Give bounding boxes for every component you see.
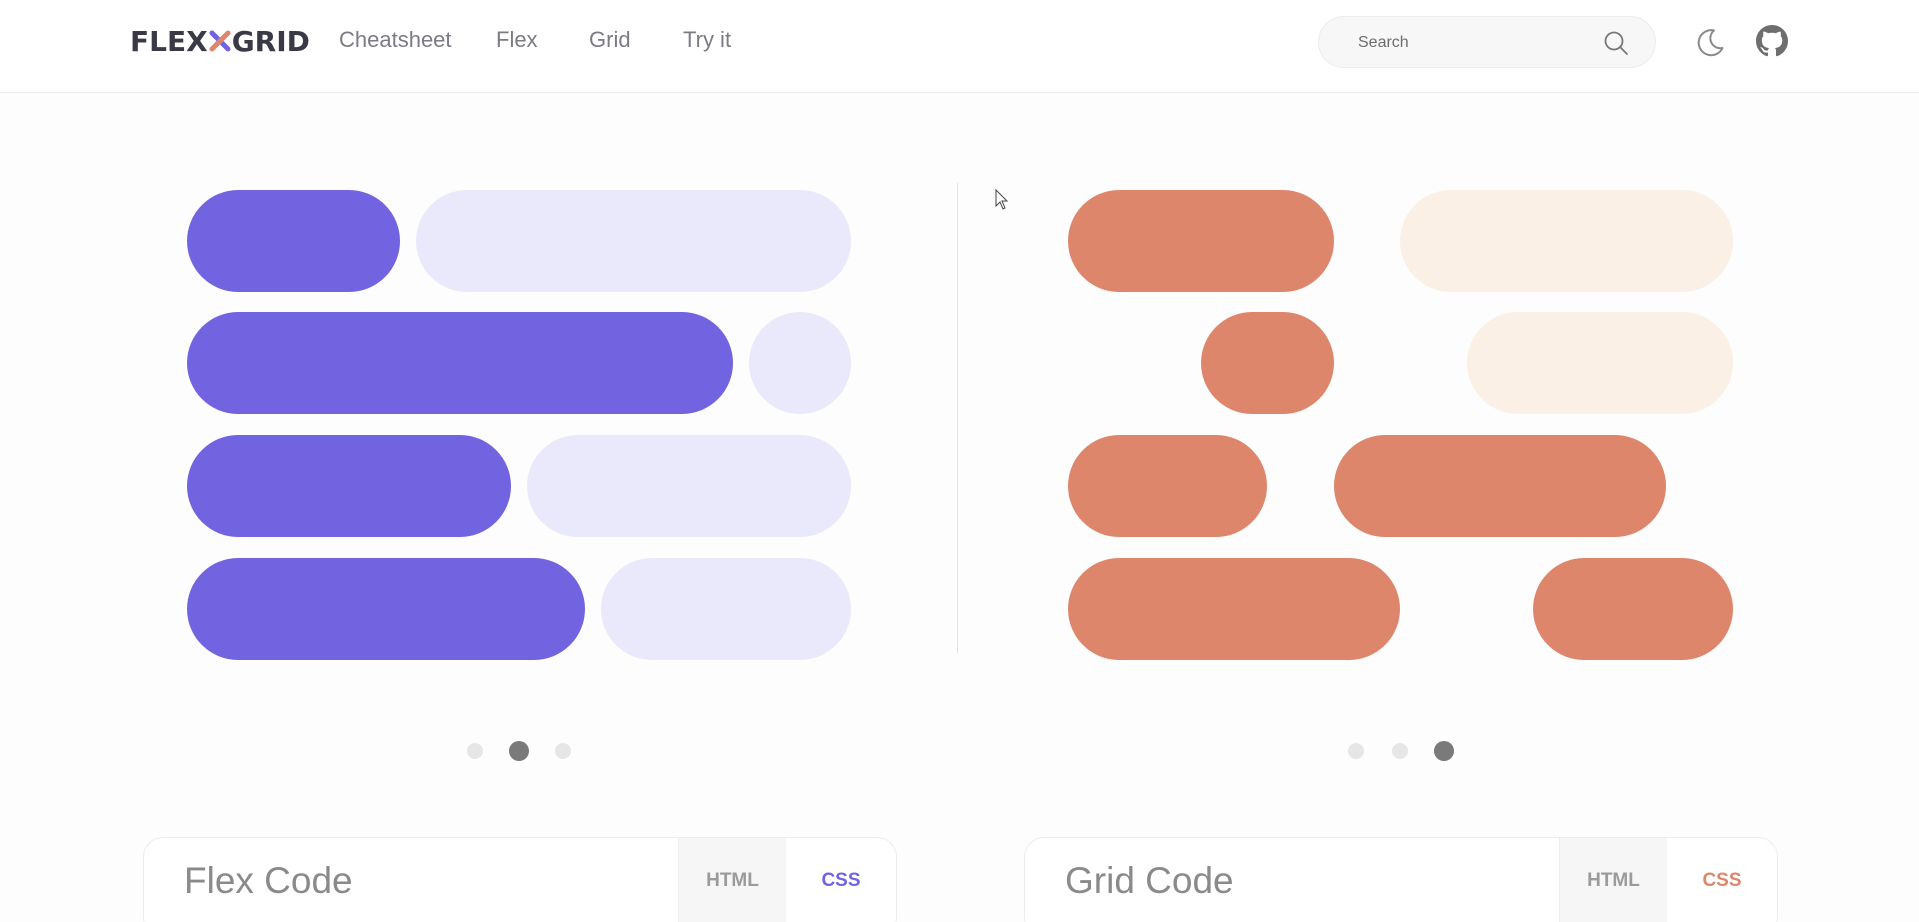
logo-text-flex: FLEX	[130, 24, 208, 58]
carousel-dot[interactable]	[467, 743, 483, 759]
nav-link-flex[interactable]: Flex	[496, 27, 538, 52]
flex-item	[601, 558, 851, 660]
grid-item	[1068, 435, 1267, 537]
flex-item	[527, 435, 851, 537]
grid-item	[1068, 558, 1400, 660]
flex-carousel-dots	[467, 741, 571, 761]
carousel-dot-active[interactable]	[1434, 741, 1454, 761]
flex-item	[187, 558, 585, 660]
grid-item	[1201, 312, 1334, 414]
section-divider	[957, 183, 958, 653]
tab-css[interactable]: CSS	[821, 870, 861, 891]
code-tabs: HTML CSS	[678, 838, 896, 922]
flex-item	[749, 312, 851, 414]
logo-text-grid: GRID	[231, 24, 310, 58]
search-input[interactable]	[1358, 31, 1598, 55]
github-icon[interactable]	[1756, 25, 1788, 57]
moon-icon[interactable]	[1694, 26, 1726, 58]
logo-x-icon	[209, 30, 231, 52]
site-logo[interactable]: FLEX GRID	[130, 24, 310, 58]
top-navbar: FLEX GRID Cheatsheet Flex Grid Try it	[0, 0, 1919, 93]
carousel-dot-active[interactable]	[509, 741, 529, 761]
flex-item	[187, 312, 733, 414]
mouse-cursor-icon	[995, 188, 1009, 211]
grid-carousel-dots	[1348, 741, 1456, 761]
flex-item	[416, 190, 851, 292]
nav-link-try-it[interactable]: Try it	[683, 27, 732, 52]
grid-item	[1068, 190, 1334, 292]
code-tabs: HTML CSS	[1559, 838, 1777, 922]
carousel-dot[interactable]	[1348, 743, 1364, 759]
carousel-dot[interactable]	[555, 743, 571, 759]
flex-item	[187, 190, 400, 292]
search-box	[1318, 16, 1656, 68]
search-icon[interactable]	[1603, 30, 1629, 56]
grid-item	[1334, 435, 1666, 537]
grid-code-card: Grid Code HTML CSS	[1024, 837, 1778, 922]
flex-code-card: Flex Code HTML CSS	[143, 837, 897, 922]
grid-item	[1533, 558, 1733, 660]
grid-item	[1467, 312, 1733, 414]
card-title: Grid Code	[1065, 860, 1234, 901]
flex-item	[187, 435, 511, 537]
card-title: Flex Code	[184, 860, 353, 901]
nav-link-grid[interactable]: Grid	[589, 27, 631, 52]
nav-link-cheatsheet[interactable]: Cheatsheet	[339, 27, 452, 52]
tab-css[interactable]: CSS	[1702, 870, 1742, 891]
tab-html[interactable]: HTML	[1559, 838, 1667, 922]
tab-html[interactable]: HTML	[678, 838, 786, 922]
carousel-dot[interactable]	[1392, 743, 1408, 759]
grid-item	[1400, 190, 1733, 292]
